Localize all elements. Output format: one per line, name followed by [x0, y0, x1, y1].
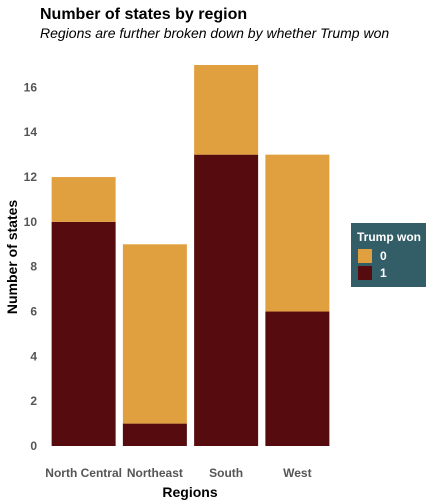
- y-tick-label: 4: [30, 349, 37, 363]
- y-axis-ticks: 0 2 4 6 8 10 12 14 16: [24, 80, 38, 453]
- x-tick-label: South: [209, 466, 243, 480]
- y-tick-label: 2: [30, 394, 37, 408]
- chart-subtitle: Regions are further broken down by wheth…: [40, 25, 389, 41]
- legend-label: 1: [380, 266, 387, 280]
- bars: [51, 65, 330, 446]
- bar-south-trump-won-1: [194, 154, 259, 446]
- bar-north-central-trump-won-0: [51, 177, 116, 222]
- bar-west-trump-won-1: [265, 311, 330, 446]
- x-tick-label: West: [283, 466, 311, 480]
- x-axis-title: Regions: [162, 484, 217, 500]
- y-tick-label: 6: [30, 305, 37, 319]
- y-axis-title: Number of states: [4, 200, 20, 315]
- legend-title: Trump won: [357, 230, 421, 244]
- x-axis-ticks: North Central Northeast South West: [45, 466, 311, 480]
- y-tick-label: 8: [30, 260, 37, 274]
- legend-swatch: [358, 249, 372, 263]
- x-tick-label: North Central: [45, 466, 122, 480]
- chart-title: Number of states by region: [40, 6, 247, 23]
- bar-northeast-trump-won-1: [122, 423, 187, 446]
- legend-swatch: [358, 266, 372, 280]
- legend-items: 01: [358, 249, 387, 280]
- y-tick-label: 0: [30, 439, 37, 453]
- bar-south-trump-won-0: [194, 65, 259, 155]
- legend: Trump won 01: [351, 223, 426, 287]
- y-tick-label: 14: [24, 125, 38, 139]
- bar-northeast-trump-won-0: [122, 244, 187, 424]
- y-tick-label: 10: [24, 215, 38, 229]
- y-tick-label: 12: [24, 170, 38, 184]
- bar-west-trump-won-0: [265, 154, 330, 312]
- bar-north-central-trump-won-1: [51, 221, 116, 446]
- x-tick-label: Northeast: [127, 466, 183, 480]
- legend-label: 0: [380, 249, 387, 263]
- y-tick-label: 16: [24, 80, 38, 94]
